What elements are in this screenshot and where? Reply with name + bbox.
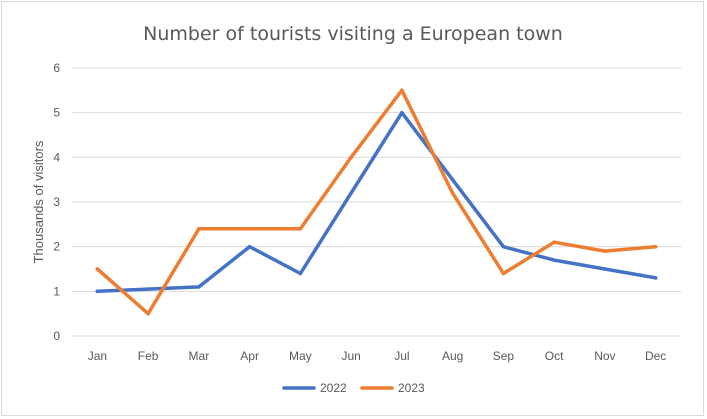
data-point-2023 bbox=[349, 155, 353, 160]
y-tick-label: 3 bbox=[53, 195, 60, 209]
y-tick-label: 2 bbox=[53, 240, 60, 254]
data-point-2023 bbox=[197, 227, 201, 231]
data-point-2022 bbox=[197, 285, 201, 289]
y-tick-label: 4 bbox=[53, 150, 60, 164]
y-tick-label: 5 bbox=[53, 106, 60, 120]
data-point-2023 bbox=[450, 191, 455, 195]
data-point-2023 bbox=[603, 249, 607, 253]
x-tick-label: May bbox=[289, 349, 312, 363]
x-tick-label: Aug bbox=[442, 349, 463, 363]
chart-title: Number of tourists visiting a European t… bbox=[143, 23, 563, 45]
data-point-2022 bbox=[603, 267, 607, 271]
series-line-2023 bbox=[95, 88, 658, 316]
legend-label-2022: 2022 bbox=[320, 381, 347, 395]
data-point-2022 bbox=[298, 271, 303, 276]
x-tick-label: Jun bbox=[341, 349, 360, 363]
x-tick-label: Mar bbox=[189, 349, 210, 363]
gridlines bbox=[72, 67, 681, 337]
x-tick-label: Jan bbox=[88, 349, 107, 363]
x-tick-label: Apr bbox=[240, 349, 259, 363]
series-line-2022 bbox=[95, 110, 658, 294]
x-tick-label: Sep bbox=[493, 349, 515, 363]
data-point-2023 bbox=[552, 240, 556, 244]
y-axis-ticks: 0 1 2 3 4 5 6 bbox=[53, 61, 60, 343]
x-tick-label: Dec bbox=[645, 349, 666, 363]
data-point-2023 bbox=[146, 311, 150, 316]
data-point-2023 bbox=[247, 227, 252, 231]
data-point-2022 bbox=[349, 191, 353, 195]
data-point-2022 bbox=[501, 244, 506, 249]
data-point-2023 bbox=[95, 267, 100, 271]
data-point-2022 bbox=[552, 258, 556, 262]
x-tick-label: Feb bbox=[138, 349, 159, 363]
x-tick-label: Nov bbox=[594, 349, 615, 363]
legend-label-2023: 2023 bbox=[398, 381, 425, 395]
data-point-2023 bbox=[400, 88, 404, 93]
data-point-2023 bbox=[298, 227, 303, 231]
data-point-2022 bbox=[653, 276, 658, 280]
legend: 2022 2023 bbox=[282, 381, 425, 395]
y-axis-title: Thousands of visitors bbox=[31, 140, 46, 263]
x-tick-label: Jul bbox=[394, 349, 409, 363]
series-lines bbox=[95, 88, 658, 316]
data-point-2022 bbox=[450, 177, 455, 182]
y-tick-label: 6 bbox=[53, 61, 60, 75]
y-tick-label: 0 bbox=[53, 329, 60, 343]
data-point-2022 bbox=[146, 287, 150, 291]
data-point-2022 bbox=[247, 244, 252, 249]
data-point-2022 bbox=[400, 110, 404, 115]
data-point-2022 bbox=[95, 289, 100, 294]
x-tick-label: Oct bbox=[545, 349, 564, 363]
y-tick-label: 1 bbox=[53, 284, 60, 298]
data-point-2023 bbox=[653, 244, 658, 249]
x-axis-ticks: Jan Feb Mar Apr May Jun Jul Aug Sep Oct Nov Dec bbox=[88, 349, 667, 363]
data-point-2023 bbox=[501, 271, 506, 276]
